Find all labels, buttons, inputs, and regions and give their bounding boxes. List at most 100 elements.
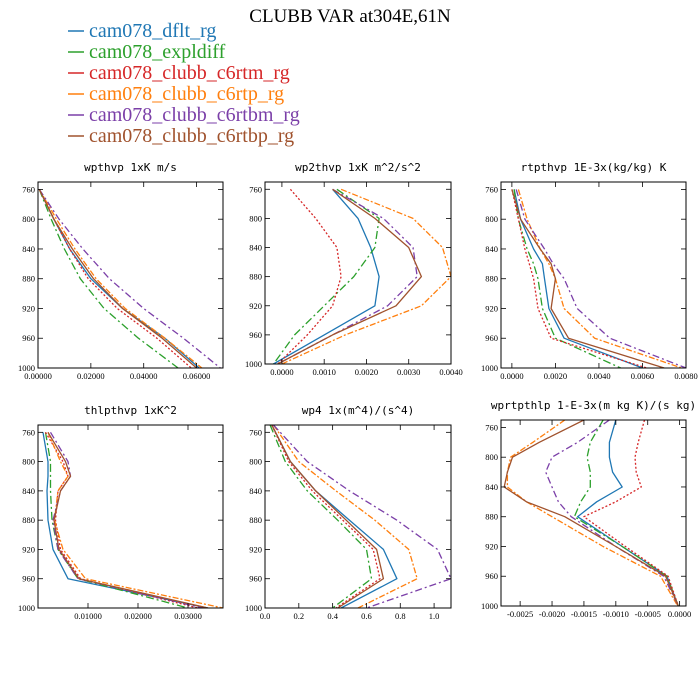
x-tick-label: 0.06000	[183, 371, 211, 381]
series-line	[583, 420, 679, 606]
legend-label: cam078_expldiff	[89, 41, 226, 63]
x-tick-label: 0.02000	[77, 371, 105, 381]
y-tick-label: 920	[22, 303, 35, 313]
series-line	[271, 425, 385, 608]
y-tick-label: 880	[249, 272, 262, 282]
x-tick-label: 0.00000	[24, 371, 52, 381]
series-line	[281, 188, 451, 364]
chart-panel: wp2thvp 1xK m^2/s^2 760 800 840 880 920 960 100…	[245, 161, 463, 377]
y-tick-label: 920	[485, 541, 498, 551]
y-tick-label: 800	[485, 452, 498, 462]
series-line	[273, 188, 380, 364]
series-group	[511, 189, 686, 368]
x-tick-label: 0.01000	[74, 611, 102, 621]
x-tick-label: 0.0000	[500, 371, 523, 381]
y-tick-label: 840	[249, 243, 262, 253]
series-line	[271, 425, 381, 608]
panel-title: wprtpthlp 1-E-3x(m kg K)/(s kg)	[491, 399, 696, 412]
x-tick-label: 0.0010	[312, 367, 335, 377]
legend-item: cam078_clubb_c6rtp_rg	[68, 83, 284, 105]
y-tick-label: 760	[22, 184, 35, 194]
y-tick-label: 960	[22, 333, 35, 343]
y-tick-label: 920	[249, 301, 262, 311]
x-tick-label: 0.0000	[668, 609, 691, 619]
series-line	[272, 188, 380, 364]
y-tick-label: 800	[249, 213, 262, 223]
series-line	[513, 189, 643, 368]
series-line	[515, 189, 686, 368]
legend-label: cam078_dflt_rg	[89, 20, 216, 42]
x-tick-label: 0.0020	[355, 367, 378, 377]
x-tick-label: 0.0030	[397, 367, 420, 377]
y-tick-label: 1000	[481, 601, 498, 611]
x-tick-label: 0.0080	[674, 371, 697, 381]
panel-title: thlpthvp 1xK^2	[84, 404, 177, 417]
panel-title: wp4 1x(m^4)/(s^4)	[302, 404, 415, 417]
series-line	[38, 189, 221, 368]
y-tick-label: 920	[249, 544, 262, 554]
y-tick-label: 760	[485, 422, 498, 432]
x-tick-label: 0.4	[327, 611, 338, 621]
plot-frame	[500, 419, 687, 607]
series-group	[38, 189, 221, 368]
x-tick-label: 0.0040	[587, 371, 610, 381]
x-tick-label: 0.6	[361, 611, 372, 621]
series-line	[269, 425, 373, 608]
y-tick-label: 880	[22, 274, 35, 284]
y-tick-label: 840	[22, 486, 35, 496]
x-tick-label: 0.2	[294, 611, 305, 621]
y-tick-label: 760	[22, 427, 35, 437]
y-tick-label: 760	[249, 427, 262, 437]
series-line	[511, 189, 665, 368]
legend-label: cam078_clubb_c6rtbm_rg	[89, 104, 300, 126]
series-line	[277, 188, 418, 364]
panel-title: wpthvp 1xK m/s	[84, 161, 177, 174]
series-group	[42, 431, 223, 608]
series-line	[38, 189, 200, 368]
legend-item: cam078_clubb_c6rtbm_rg	[68, 104, 300, 126]
y-tick-label: 800	[249, 457, 262, 467]
series-line	[38, 189, 198, 368]
series-line	[42, 432, 209, 608]
y-tick-label: 880	[22, 515, 35, 525]
x-tick-label: 0.0040	[439, 367, 462, 377]
panel-title: wp2thvp 1xK m^2/s^2	[295, 161, 421, 174]
x-tick-label: 0.0020	[544, 371, 567, 381]
y-tick-label: 960	[485, 333, 498, 343]
x-tick-label: -0.0005	[635, 609, 661, 619]
series-line	[38, 189, 179, 368]
x-tick-label: 0.8	[395, 611, 406, 621]
series-line	[573, 420, 679, 606]
plot-frame	[37, 181, 224, 369]
series-line	[277, 188, 342, 364]
y-tick-label: 1000	[18, 363, 35, 373]
series-line	[44, 431, 199, 608]
legend-item: cam078_dflt_rg	[68, 20, 216, 42]
y-tick-label: 760	[249, 184, 262, 194]
x-tick-label: -0.0025	[507, 609, 533, 619]
chart-panel: thlpthvp 1xK^2 760 800 840 880 920 960 1000 0.01…	[18, 404, 224, 621]
x-tick-label: 0.03000	[174, 611, 202, 621]
legend-label: cam078_clubb_c6rtp_rg	[89, 83, 284, 105]
plot-frame	[264, 181, 452, 365]
series-line	[511, 189, 647, 368]
y-tick-label: 800	[485, 214, 498, 224]
y-tick-label: 880	[249, 515, 262, 525]
chart-panel: wprtpthlp 1-E-3x(m kg K)/(s kg) 760 800 840…	[481, 399, 696, 619]
series-group	[503, 420, 679, 606]
series-line	[49, 431, 204, 608]
y-tick-label: 920	[485, 303, 498, 313]
x-tick-label: 0.02000	[124, 611, 152, 621]
x-tick-label: -0.0020	[539, 609, 565, 619]
series-line	[273, 425, 451, 608]
y-tick-label: 1000	[18, 603, 35, 613]
y-tick-label: 800	[22, 457, 35, 467]
y-tick-label: 960	[249, 330, 262, 340]
chart-panel: rtpthvp 1E-3x(kg/kg) K 760 800 840 880 920 960…	[481, 161, 698, 381]
series-group	[269, 425, 451, 608]
chart-panel: wpthvp 1xK m/s 760 800 840 880 920 960 10000.00…	[18, 161, 224, 381]
y-tick-label: 800	[22, 214, 35, 224]
legend-item: cam078_clubb_c6rtm_rg	[68, 62, 290, 84]
chart-panel: wp4 1x(m^4)/(s^4)76080084088092096010000…	[245, 404, 452, 621]
